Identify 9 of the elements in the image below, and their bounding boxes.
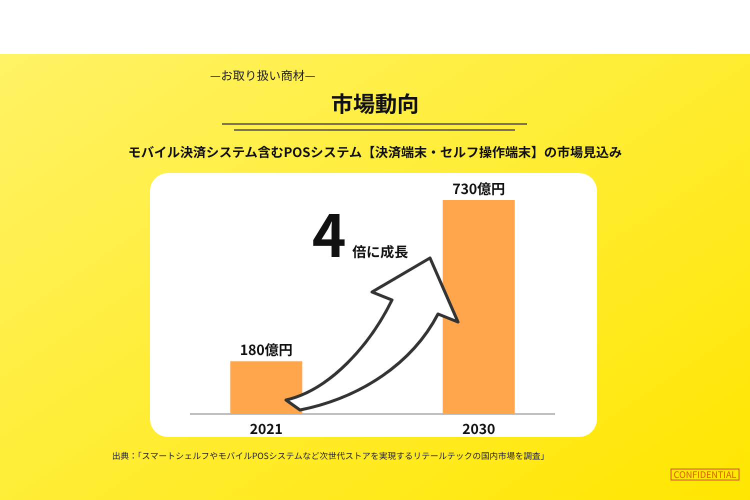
chart-subtitle: モバイル決済システム含むPOSシステム【決済端末・セルフ操作端末】の市場見込み [128, 142, 622, 161]
data-label: 730億円 [452, 179, 506, 199]
source-note: 出典：「スマートシェルフやモバイルPOSシステムなど次世代ストアを実現するリテールテックの国内市場を調査」 [112, 450, 549, 462]
x-tick-label: 2030 [462, 419, 496, 439]
text: CONFIDENTIAL [674, 468, 736, 481]
text: —お取り扱い商材— [210, 67, 316, 84]
chart-title: 市場動向 [330, 87, 420, 119]
x-tick-label: 2021 [250, 419, 283, 439]
data-label: 180億円 [240, 340, 293, 360]
